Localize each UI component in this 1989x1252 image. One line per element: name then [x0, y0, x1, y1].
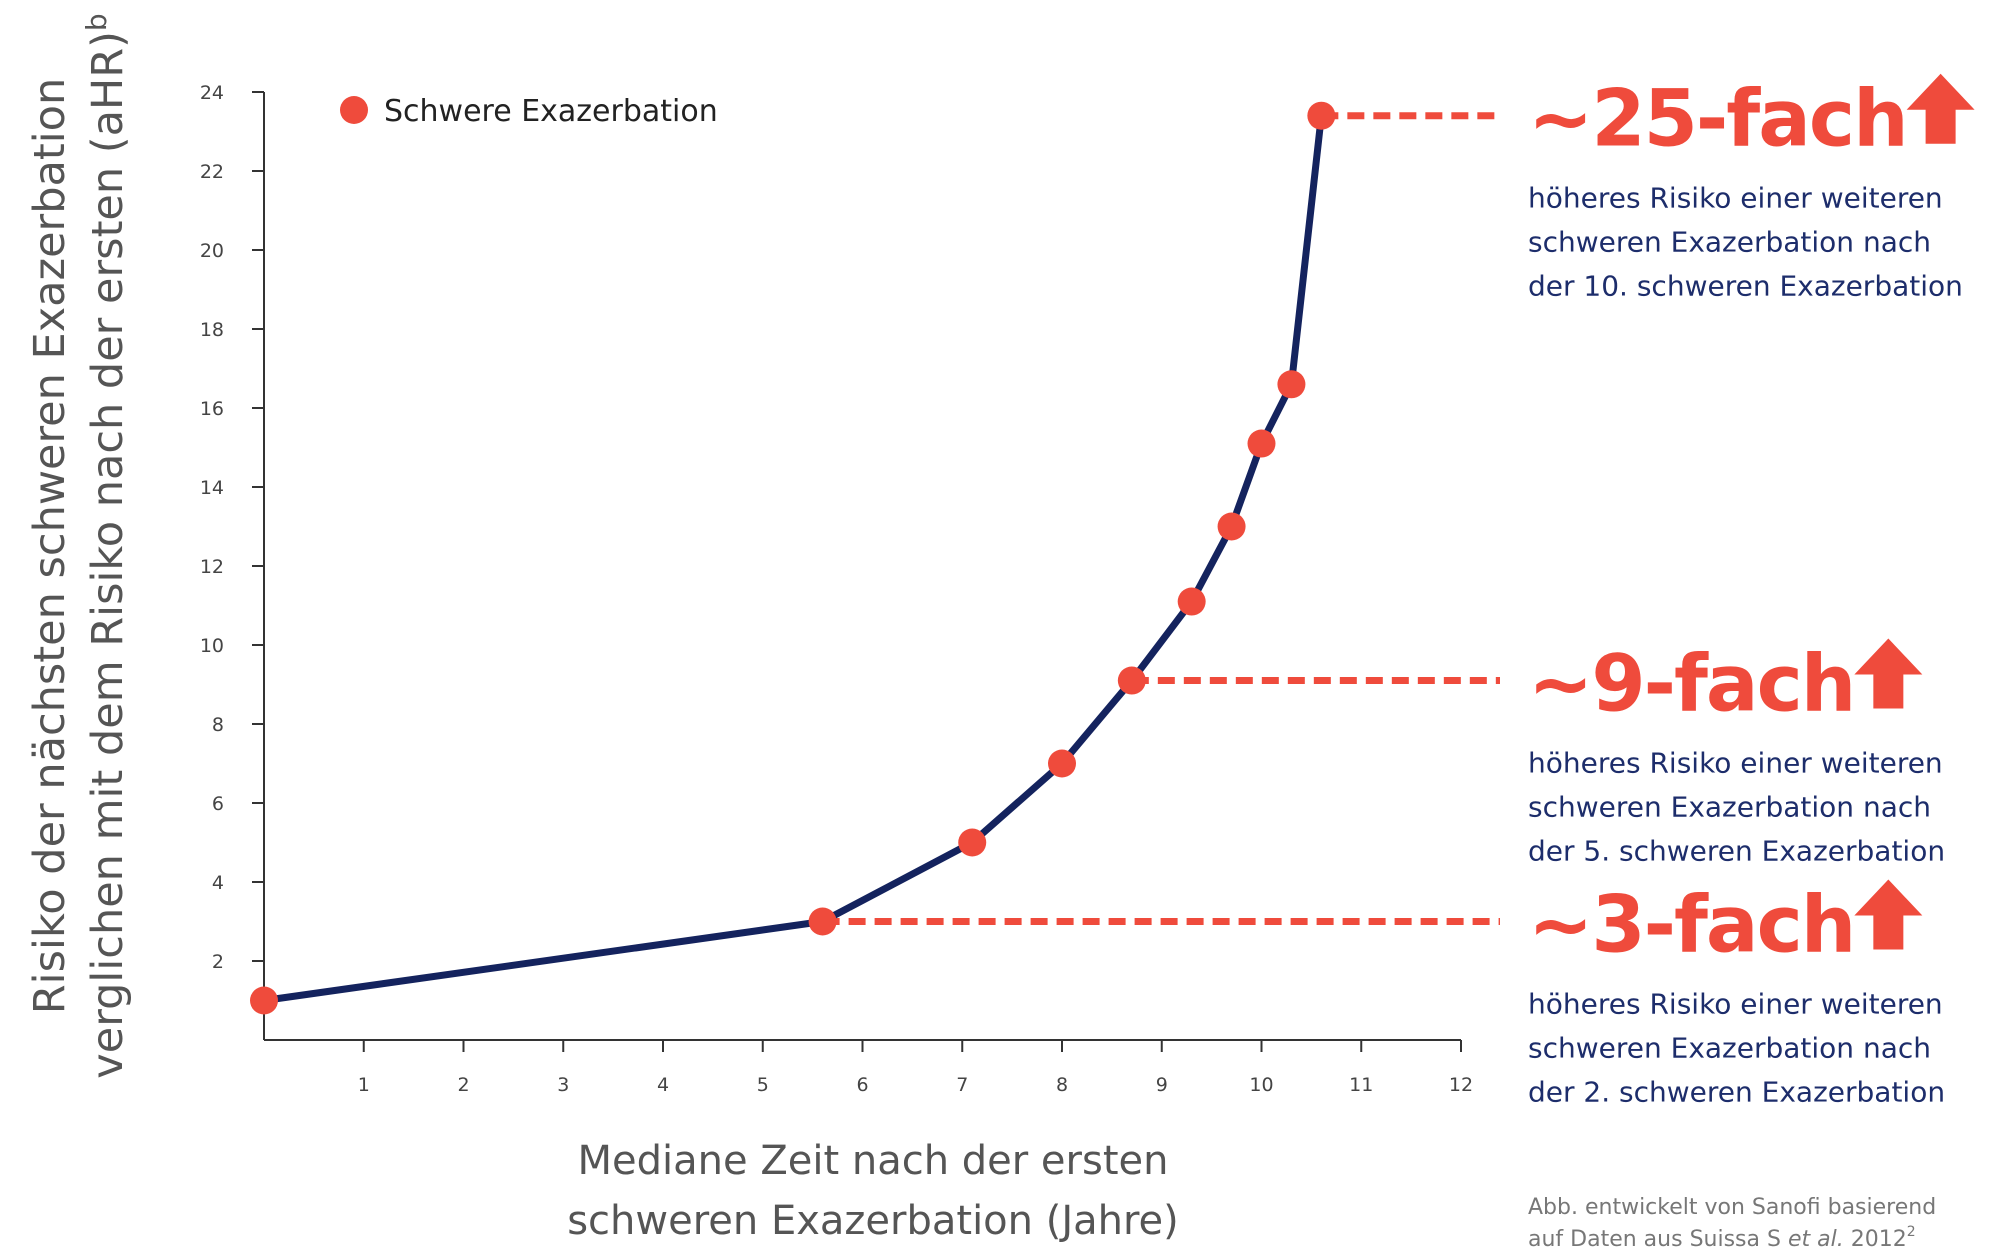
data-point — [1217, 512, 1246, 541]
arrow-up-icon — [1854, 638, 1923, 709]
x-axis-title: Mediane Zeit nach der ersten schweren Exa… — [567, 1138, 1179, 1244]
callout-description-line: der 10. schweren Exazerbation — [1528, 270, 1963, 303]
y-tick-label: 10 — [200, 635, 224, 657]
x-tick-label: 10 — [1249, 1074, 1273, 1096]
x-tick-label: 12 — [1449, 1074, 1473, 1096]
data-point — [1307, 101, 1336, 130]
y-axis-title: Risiko der nächsten schweren Exazerbatio… — [25, 13, 133, 1078]
y-tick-label: 20 — [200, 240, 224, 262]
callout-description-line: der 5. schweren Exazerbation — [1528, 835, 1945, 868]
y-axis-title-superscript: b — [80, 13, 113, 31]
source-credit: Abb. entwickelt von Sanofi basierend auf … — [1528, 1195, 1936, 1252]
y-tick-label: 22 — [200, 161, 224, 183]
data-point — [250, 986, 278, 1015]
arrow-up-icon — [1854, 879, 1923, 950]
callout-value: ~3-fach — [1528, 881, 1854, 971]
credit-superscript: 2 — [1907, 1224, 1916, 1240]
x-tick-label: 5 — [757, 1074, 769, 1096]
callout-description-line: schweren Exazerbation nach — [1528, 226, 1931, 259]
data-point — [1177, 587, 1206, 616]
legend-marker — [340, 96, 368, 124]
arrow-up-icon — [1906, 73, 1975, 144]
x-tick-label: 3 — [557, 1074, 569, 1096]
callout-description-line: höheres Risiko einer weiteren — [1528, 182, 1943, 215]
x-axis-title-line-1: Mediane Zeit nach der ersten — [578, 1138, 1169, 1184]
x-tick-label: 1 — [358, 1074, 370, 1096]
x-tick-label: 11 — [1349, 1074, 1373, 1096]
y-axis-title-text: verglichen mit dem Risiko nach der erste… — [83, 31, 133, 1079]
callout-description-line: schweren Exazerbation nach — [1528, 1032, 1931, 1065]
x-tick-label: 4 — [657, 1074, 669, 1096]
x-tick-label: 6 — [856, 1074, 868, 1096]
callout-value: ~25-fach — [1528, 75, 1907, 165]
data-point — [958, 828, 987, 857]
y-tick-label: 8 — [212, 714, 224, 736]
series — [250, 101, 1336, 1015]
callout-lines — [822, 112, 1500, 925]
data-point — [1277, 370, 1306, 399]
credit-line-2: auf Daten aus Suissa S et al. 20122 — [1528, 1224, 1916, 1252]
data-point — [1048, 749, 1076, 778]
series-line — [260, 112, 1325, 1004]
data-point — [1117, 666, 1146, 695]
y-tick-label: 24 — [200, 82, 224, 104]
credit-text: auf Daten aus Suissa S — [1528, 1227, 1788, 1252]
x-tick-label: 2 — [457, 1074, 469, 1096]
callout-description-line: der 2. schweren Exazerbation — [1528, 1076, 1945, 1109]
callout-description-line: höheres Risiko einer weiteren — [1528, 988, 1943, 1021]
y-axis-title-line-1: Risiko der nächsten schweren Exazerbatio… — [25, 78, 75, 1014]
y-tick-label: 16 — [200, 398, 224, 420]
callout-description-line: schweren Exazerbation nach — [1528, 791, 1931, 824]
callout-value: ~9-fach — [1528, 640, 1854, 730]
credit-italic: et al. — [1788, 1227, 1844, 1252]
x-tick-label: 7 — [956, 1074, 968, 1096]
y-tick-label: 6 — [212, 793, 224, 815]
legend: Schwere Exazerbation — [340, 94, 718, 129]
y-axis-title-line-2: verglichen mit dem Risiko nach der erste… — [80, 13, 133, 1078]
x-tick-label: 8 — [1056, 1074, 1068, 1096]
y-tick-label: 18 — [200, 319, 224, 341]
callouts: ~25-fach höheres Risiko einer weiteren sch… — [1528, 73, 1975, 1109]
x-tick-label: 9 — [1156, 1074, 1168, 1096]
data-point — [808, 907, 837, 936]
y-tick-label: 2 — [212, 951, 224, 973]
data-point — [1247, 429, 1276, 458]
callout-description-line: höheres Risiko einer weiteren — [1528, 747, 1943, 780]
credit-line-1: Abb. entwickelt von Sanofi basierend — [1528, 1195, 1936, 1220]
x-axis-title-line-2: schweren Exazerbation (Jahre) — [567, 1198, 1179, 1244]
y-tick-label: 14 — [200, 477, 224, 499]
y-tick-label: 4 — [212, 872, 224, 894]
legend-label: Schwere Exazerbation — [384, 94, 718, 129]
credit-year: 2012 — [1844, 1227, 1907, 1252]
y-tick-label: 12 — [200, 556, 224, 578]
